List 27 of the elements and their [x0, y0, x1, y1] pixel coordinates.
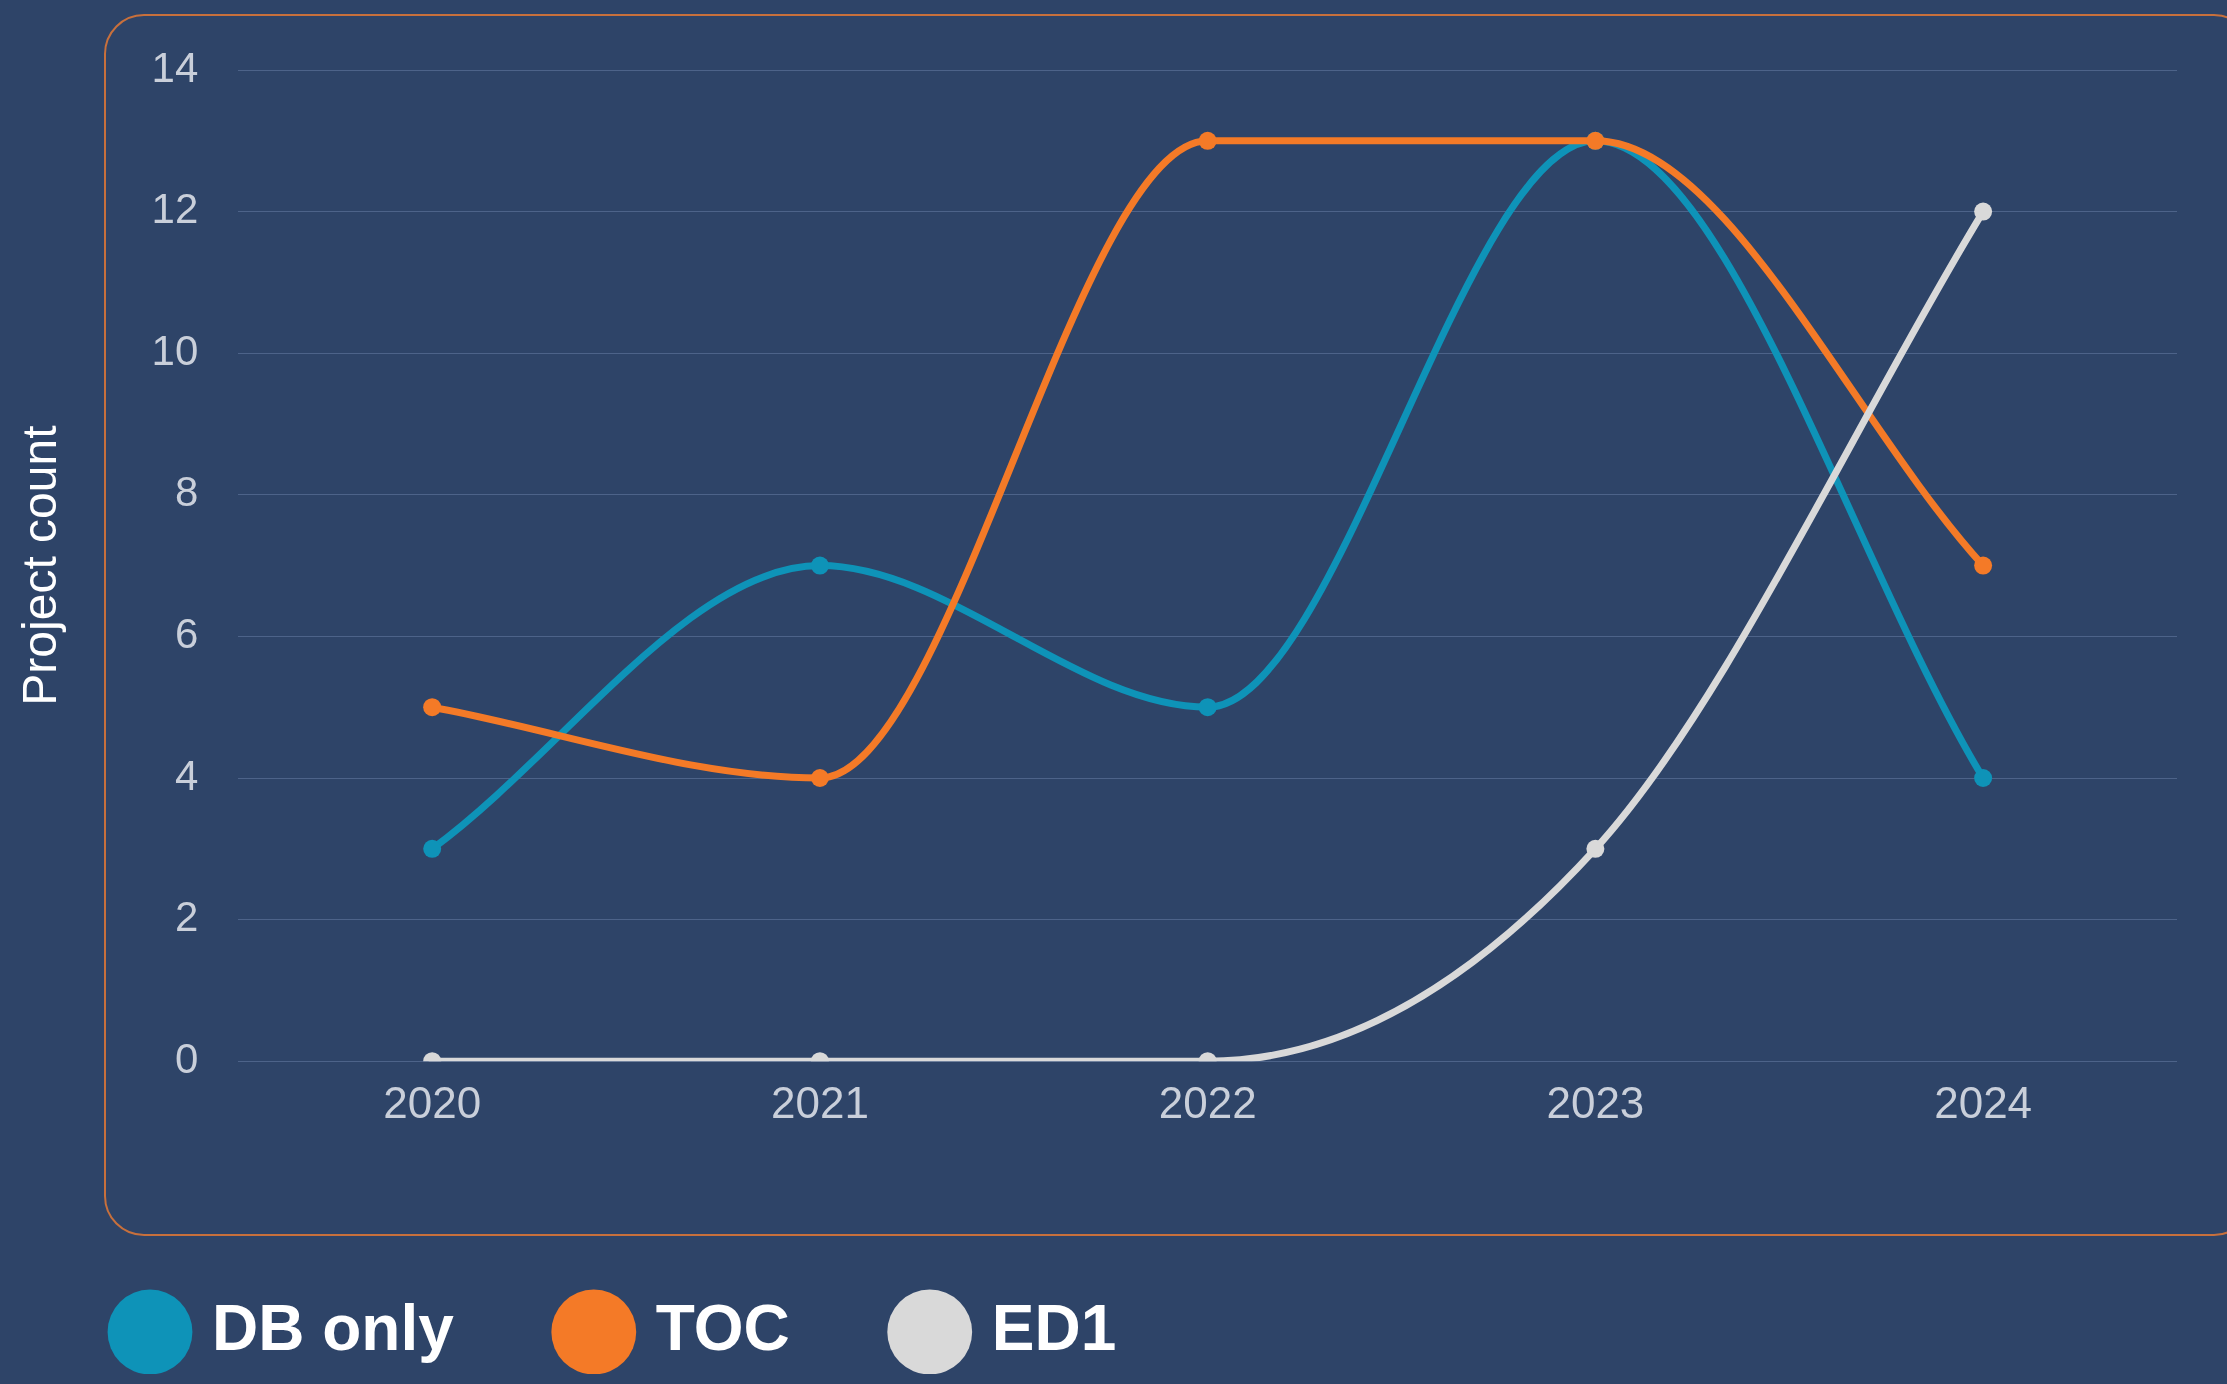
point	[810, 556, 829, 575]
x-tick-label: 2021	[770, 1077, 869, 1127]
y-tick-label: 2	[174, 893, 199, 941]
point	[1974, 202, 1993, 221]
legend-label: TOC	[655, 1291, 790, 1364]
point	[810, 769, 829, 787]
y-tick-label: 0	[174, 1034, 199, 1082]
x-tick-label: 2023	[1546, 1077, 1645, 1127]
point	[1974, 769, 1993, 787]
legend-label: DB only	[212, 1291, 455, 1364]
x-tick-label: 2024	[1934, 1077, 2033, 1127]
y-tick-label: 8	[174, 468, 199, 516]
point	[1198, 698, 1217, 717]
legend-label: ED1	[991, 1291, 1117, 1364]
point	[1586, 839, 1605, 858]
y-tick-label: 10	[151, 326, 199, 374]
point	[423, 698, 442, 717]
point	[423, 839, 442, 858]
x-tick-label: 2022	[1158, 1077, 1257, 1127]
y-tick-label: 12	[151, 185, 199, 233]
y-tick-label: 6	[174, 609, 199, 657]
y-axis-title: Project count	[13, 425, 67, 706]
point	[1974, 556, 1993, 575]
y-tick-label: 4	[174, 751, 199, 799]
point	[1198, 131, 1217, 150]
x-tick-label: 2020	[383, 1077, 482, 1127]
y-tick-label: 14	[151, 43, 199, 91]
